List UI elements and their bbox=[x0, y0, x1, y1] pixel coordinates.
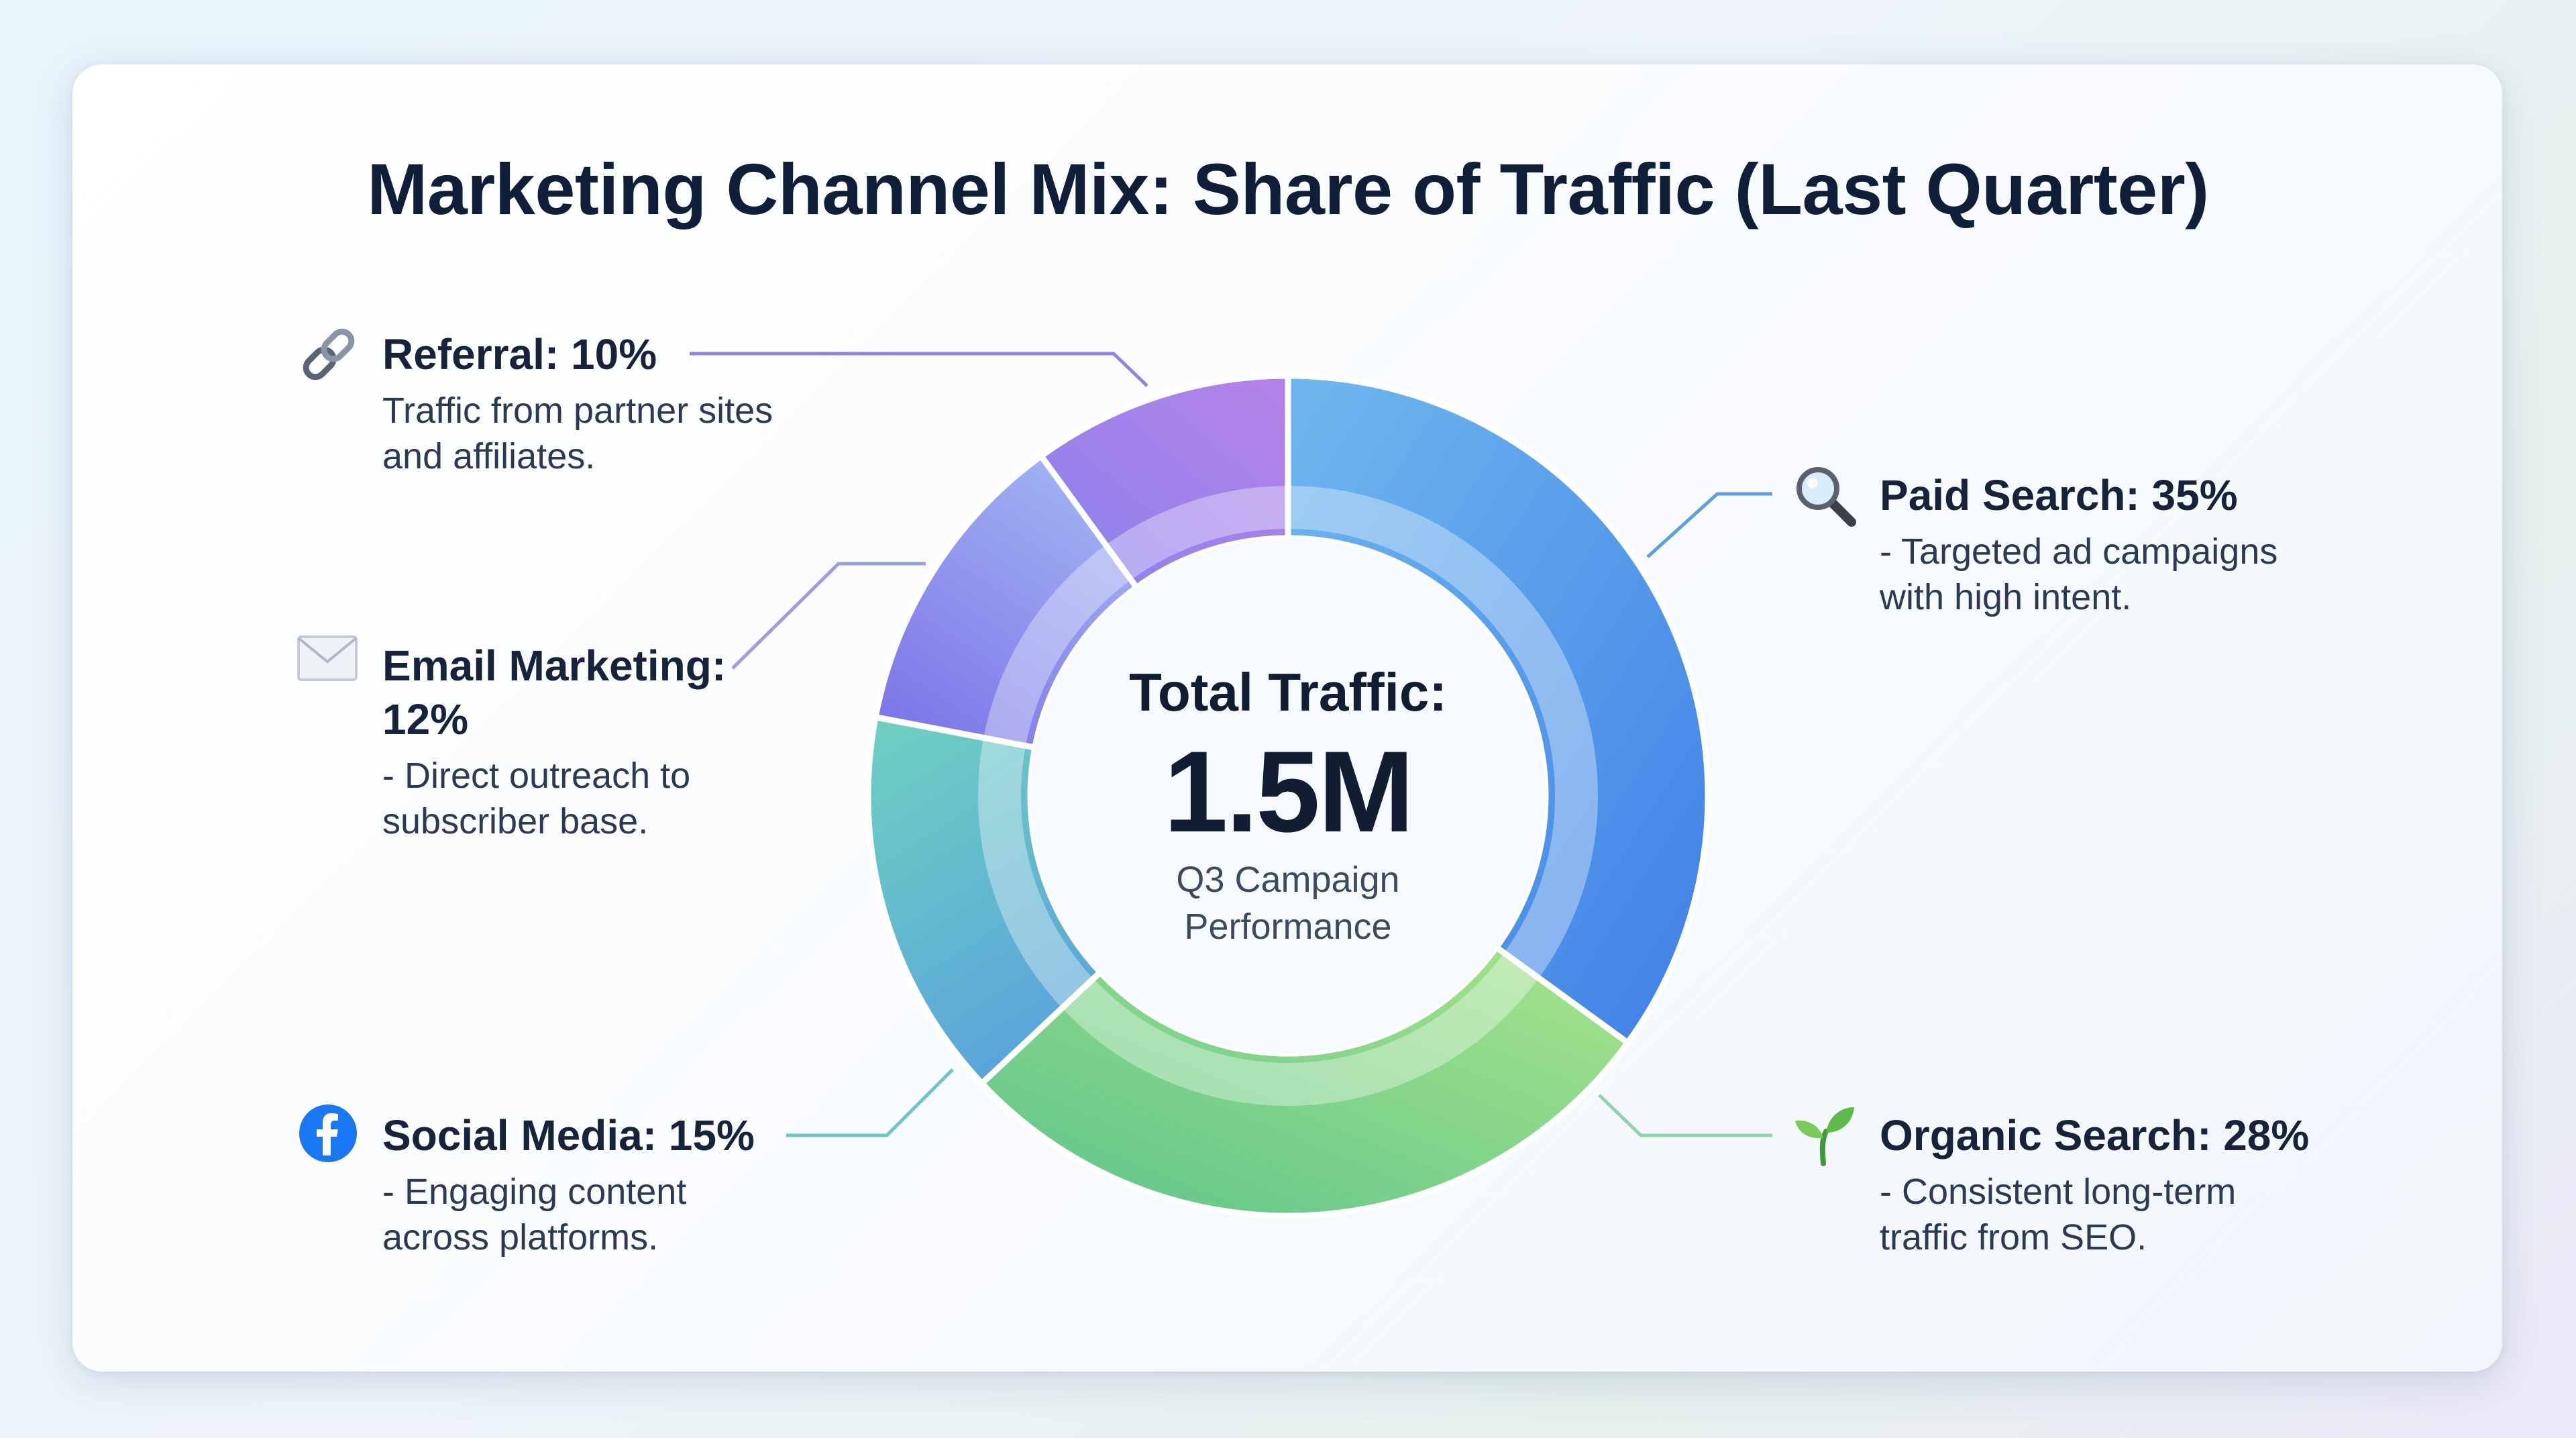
leader-line-referral bbox=[690, 352, 1148, 387]
label-organic-search: Organic Search: 28% - Consistent long-te… bbox=[1880, 1109, 2309, 1260]
email-heading: Email Marketing: 12% bbox=[382, 641, 727, 743]
paid-search-description: - Targeted ad campaigns with high intent… bbox=[1880, 531, 2278, 617]
facebook-icon bbox=[299, 1105, 357, 1162]
center-value: 1.5M bbox=[1163, 727, 1414, 856]
center-title: Total Traffic: bbox=[1128, 662, 1448, 722]
donut-inner-glow bbox=[978, 486, 1598, 1106]
social-description: - Engaging content across platforms. bbox=[382, 1172, 687, 1257]
label-paid-search: Paid Search: 35% - Targeted ad campaigns… bbox=[1880, 468, 2336, 620]
label-social: Social Media: 15% - Engaging content acr… bbox=[382, 1109, 758, 1260]
label-email: Email Marketing: 12% - Direct outreach t… bbox=[382, 639, 758, 844]
donut-slices bbox=[865, 372, 1711, 1219]
organic-search-heading: Organic Search: 28% bbox=[1880, 1111, 2310, 1160]
paid-search-heading: Paid Search: 35% bbox=[1880, 471, 2238, 519]
envelope-icon bbox=[297, 635, 358, 681]
chart-title: Marketing Channel Mix: Share of Traffic … bbox=[367, 148, 2209, 229]
donut-hole bbox=[1030, 538, 1546, 1054]
leader-line-social bbox=[786, 1068, 954, 1137]
leader-line-paid bbox=[1646, 492, 1772, 558]
referral-description: Traffic from partner sites and affiliate… bbox=[382, 391, 773, 476]
seedling-icon bbox=[1795, 1107, 1854, 1166]
magnifier-icon bbox=[1796, 467, 1856, 527]
leader-line-email bbox=[731, 562, 926, 670]
organic-search-description: - Consistent long-term traffic from SEO. bbox=[1880, 1172, 2237, 1257]
referral-heading: Referral: 10% bbox=[382, 330, 657, 378]
center-subtitle: Q3 Campaign Performance bbox=[1176, 860, 1400, 947]
email-description: - Direct outreach to subscriber base. bbox=[382, 756, 691, 841]
label-referral: Referral: 10% Traffic from partner sites… bbox=[382, 327, 825, 479]
leader-line-organic bbox=[1598, 1094, 1772, 1137]
social-heading: Social Media: 15% bbox=[382, 1111, 755, 1160]
link-icon bbox=[303, 328, 355, 380]
